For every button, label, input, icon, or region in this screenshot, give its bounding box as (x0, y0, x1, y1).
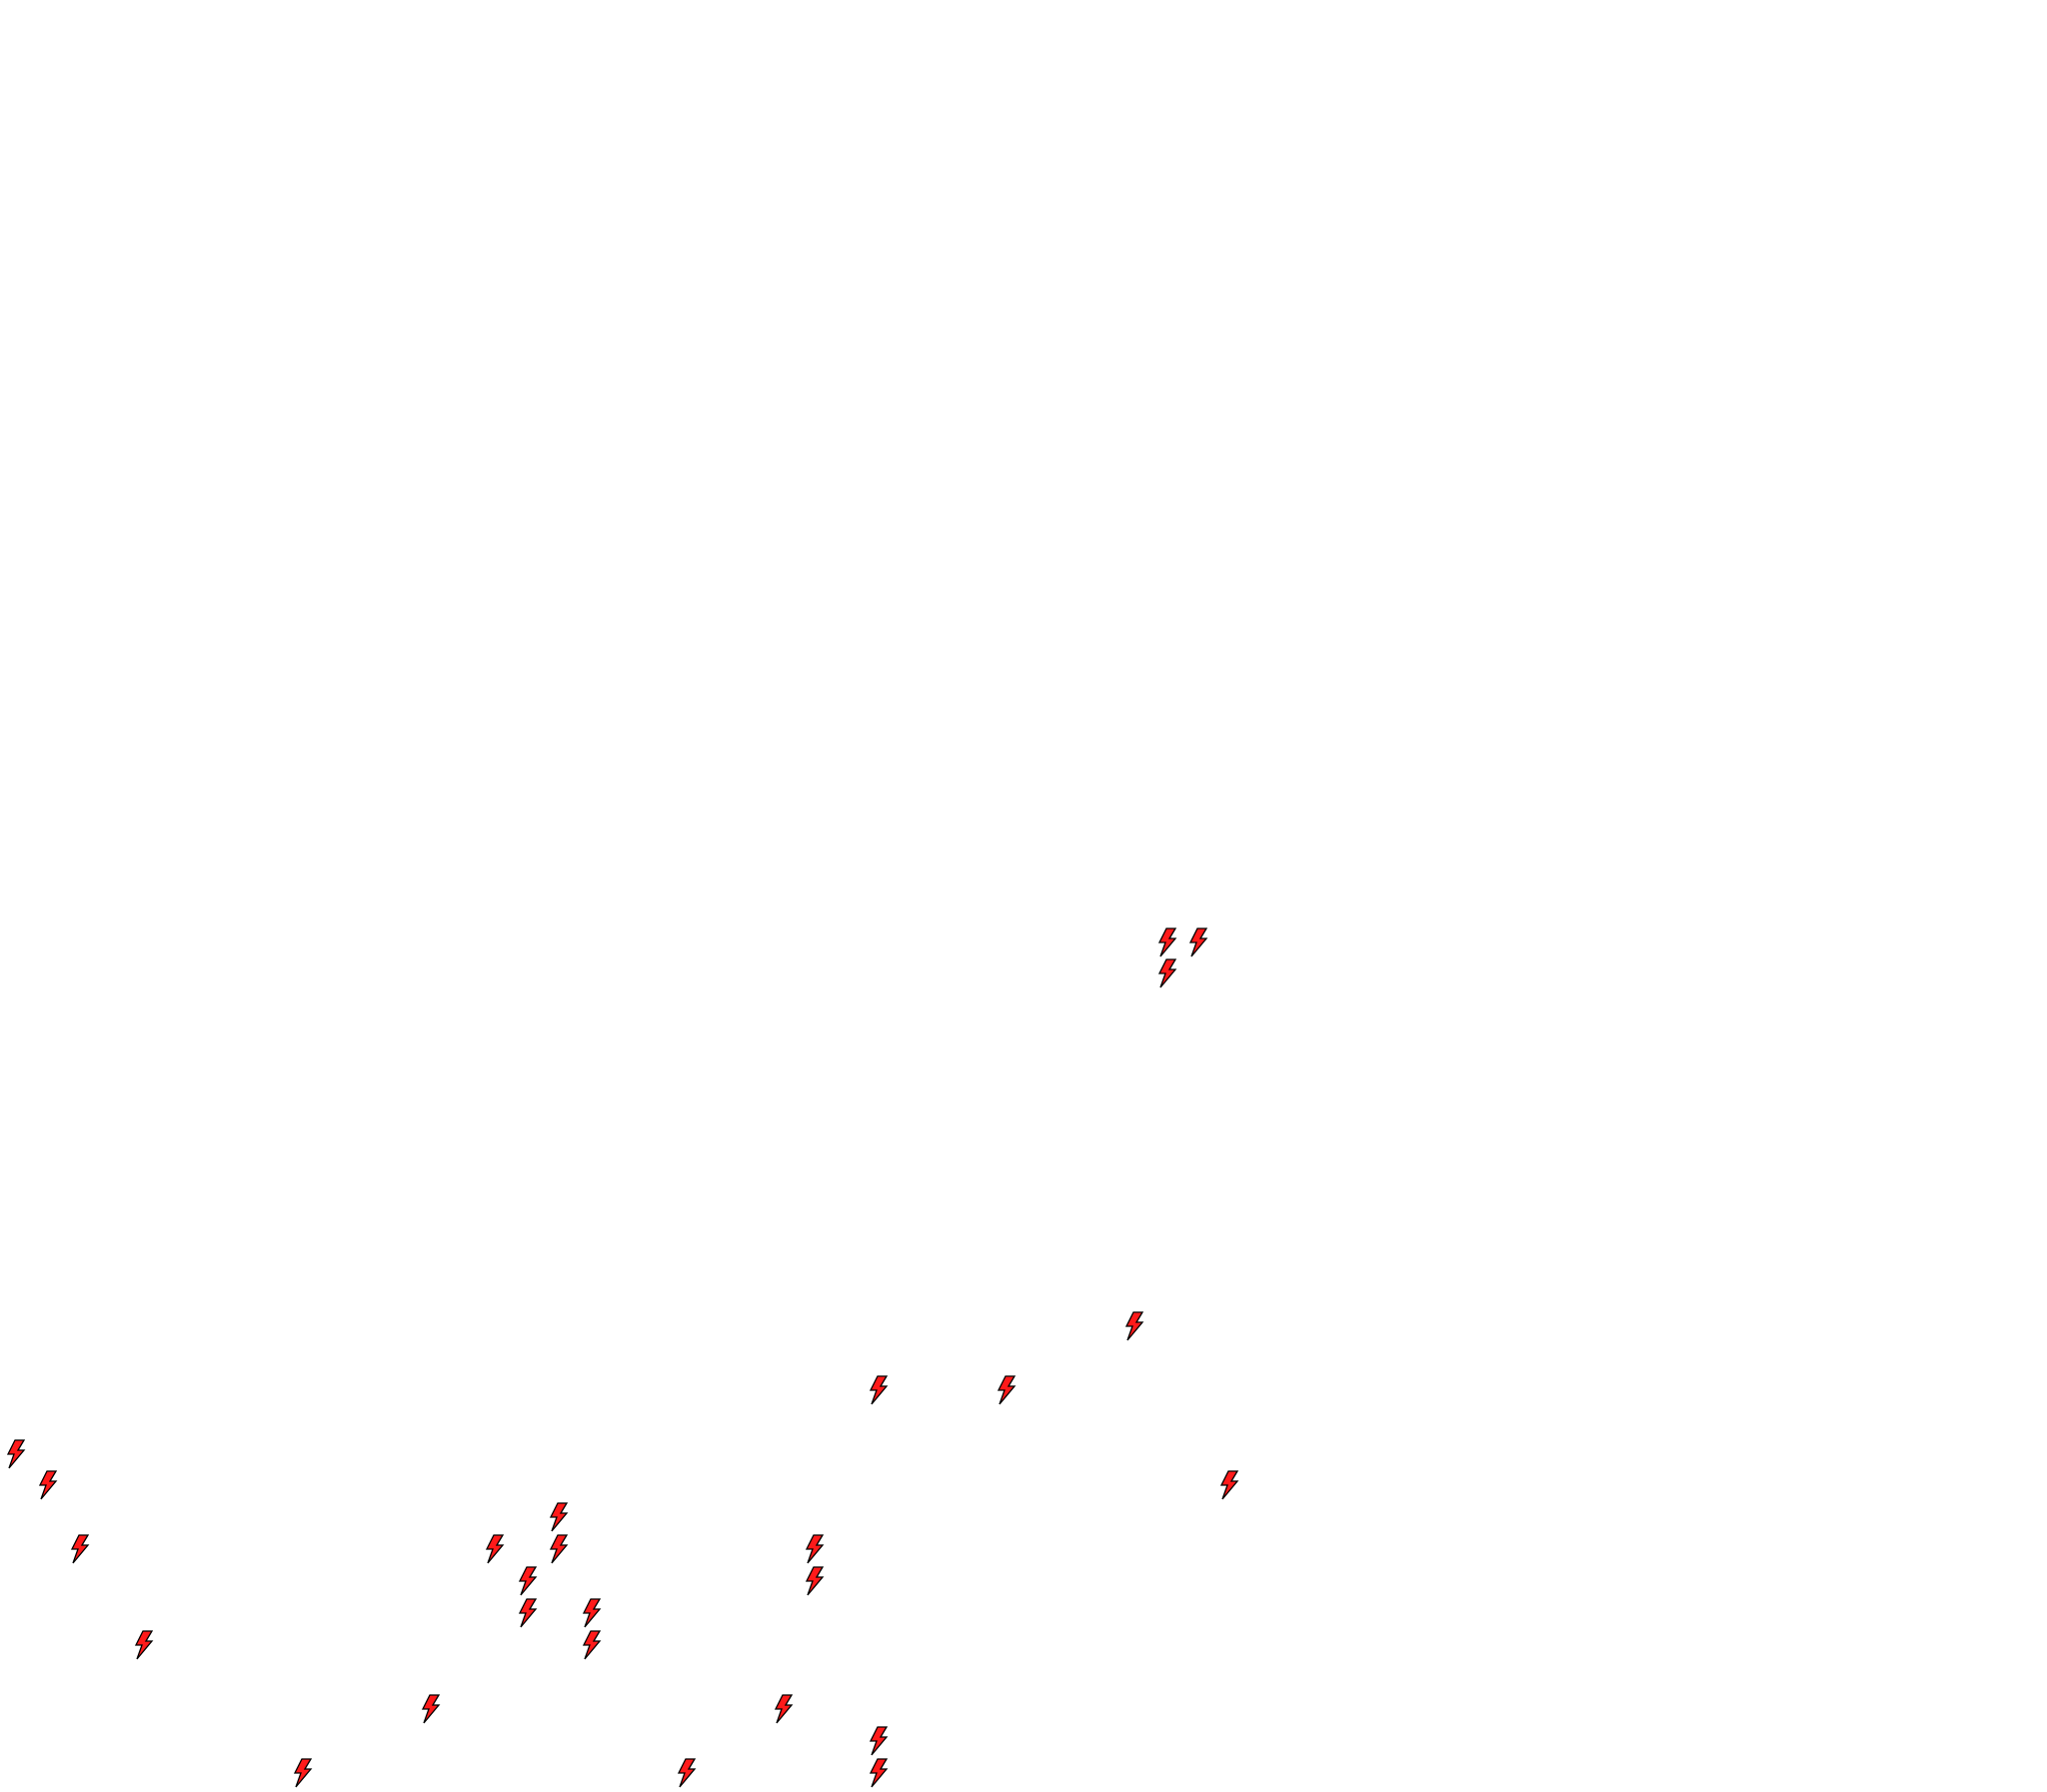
lightning-bolt-icon (70, 1534, 90, 1564)
lightning-bolt-icon (774, 1693, 794, 1724)
lightning-bolt-icon (869, 1726, 889, 1756)
lightning-bolt-icon (485, 1534, 505, 1564)
lightning-bolt-icon (582, 1629, 602, 1660)
lightning-bolt-icon (549, 1501, 569, 1532)
lightning-bolt-icon (805, 1534, 825, 1564)
lightning-bolt-icon (6, 1439, 26, 1469)
lightning-bolt-icon (549, 1534, 569, 1564)
lightning-bolt-icon (293, 1757, 313, 1788)
lightning-bolt-icon (582, 1598, 602, 1628)
lightning-bolt-icon (38, 1470, 58, 1500)
lightning-bolt-icon (997, 1375, 1017, 1405)
lightning-bolt-icon (1219, 1470, 1239, 1500)
lightning-bolt-icon (421, 1693, 441, 1724)
lightning-bolt-icon (1124, 1311, 1144, 1341)
lightning-bolt-icon (869, 1375, 889, 1405)
lightning-bolt-icon (677, 1757, 697, 1788)
lightning-bolt-icon (134, 1629, 154, 1660)
lightning-bolt-icon (1157, 958, 1177, 988)
lightning-bolt-icon (518, 1565, 538, 1596)
lightning-bolt-icon (805, 1565, 825, 1596)
lightning-bolt-icon (869, 1757, 889, 1788)
lightning-bolt-icon (1157, 927, 1177, 957)
lightning-bolt-icon (518, 1598, 538, 1628)
lightning-bolt-icon (1188, 927, 1208, 957)
